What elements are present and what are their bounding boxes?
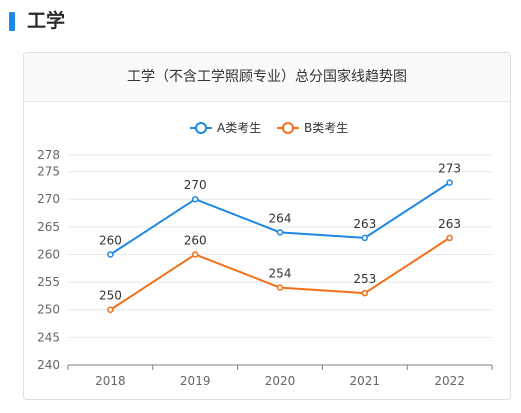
data-label: 264 — [269, 211, 292, 225]
data-label: 253 — [353, 272, 376, 286]
data-point — [107, 306, 114, 313]
y-tick-label: 275 — [37, 165, 60, 179]
y-tick-label: 270 — [37, 192, 60, 206]
y-tick-label: 255 — [37, 275, 60, 289]
x-tick-label: 2019 — [180, 374, 211, 388]
data-point — [107, 251, 114, 258]
data-label: 270 — [184, 178, 207, 192]
section-accent-bar — [9, 12, 15, 31]
data-point — [446, 234, 453, 242]
data-label: 273 — [438, 162, 461, 176]
y-tick-label: 265 — [37, 220, 60, 234]
data-label: 260 — [99, 233, 122, 247]
data-point — [361, 234, 369, 242]
data-point — [276, 284, 284, 291]
x-tick-label: 2021 — [350, 374, 381, 388]
chart-card: 工学（不含工学照顾专业）总分国家线趋势图 240 245 250 255 260 265 2… — [23, 52, 511, 400]
x-tick-label: 2022 — [434, 374, 465, 388]
data-label: 263 — [438, 217, 461, 231]
legend-symbol-marker — [282, 122, 294, 134]
y-tick-label: 240 — [37, 358, 60, 372]
data-point — [276, 229, 284, 236]
section-header: 工学 — [0, 0, 521, 44]
x-tick-label: 2020 — [265, 374, 296, 388]
legend-label: B类考生 — [304, 121, 348, 135]
data-point — [191, 251, 199, 258]
section-title: 工学 — [27, 10, 66, 32]
x-tick-label: 2018 — [95, 374, 126, 388]
data-label: 250 — [99, 289, 122, 303]
line-chart: 240 245 250 255 260 265 270 275 278 2018 2019 2020 2… — [37, 121, 493, 388]
y-tick-label: 260 — [37, 247, 60, 261]
legend-symbol-marker — [195, 122, 207, 134]
data-label: 260 — [184, 233, 207, 247]
data-label: 263 — [353, 217, 376, 231]
data-label: 254 — [269, 267, 292, 281]
legend-label: A类考生 — [217, 121, 261, 135]
data-point — [446, 179, 453, 186]
chart-title: 工学（不含工学照顾专业）总分国家线趋势图 — [127, 69, 407, 85]
data-point — [361, 289, 369, 297]
y-tick-label: 278 — [37, 148, 60, 162]
chart-header: 工学（不含工学照顾专业）总分国家线趋势图 — [24, 53, 510, 102]
y-tick-label: 250 — [37, 303, 60, 317]
y-tick-label: 245 — [37, 330, 60, 344]
data-point — [191, 195, 199, 203]
